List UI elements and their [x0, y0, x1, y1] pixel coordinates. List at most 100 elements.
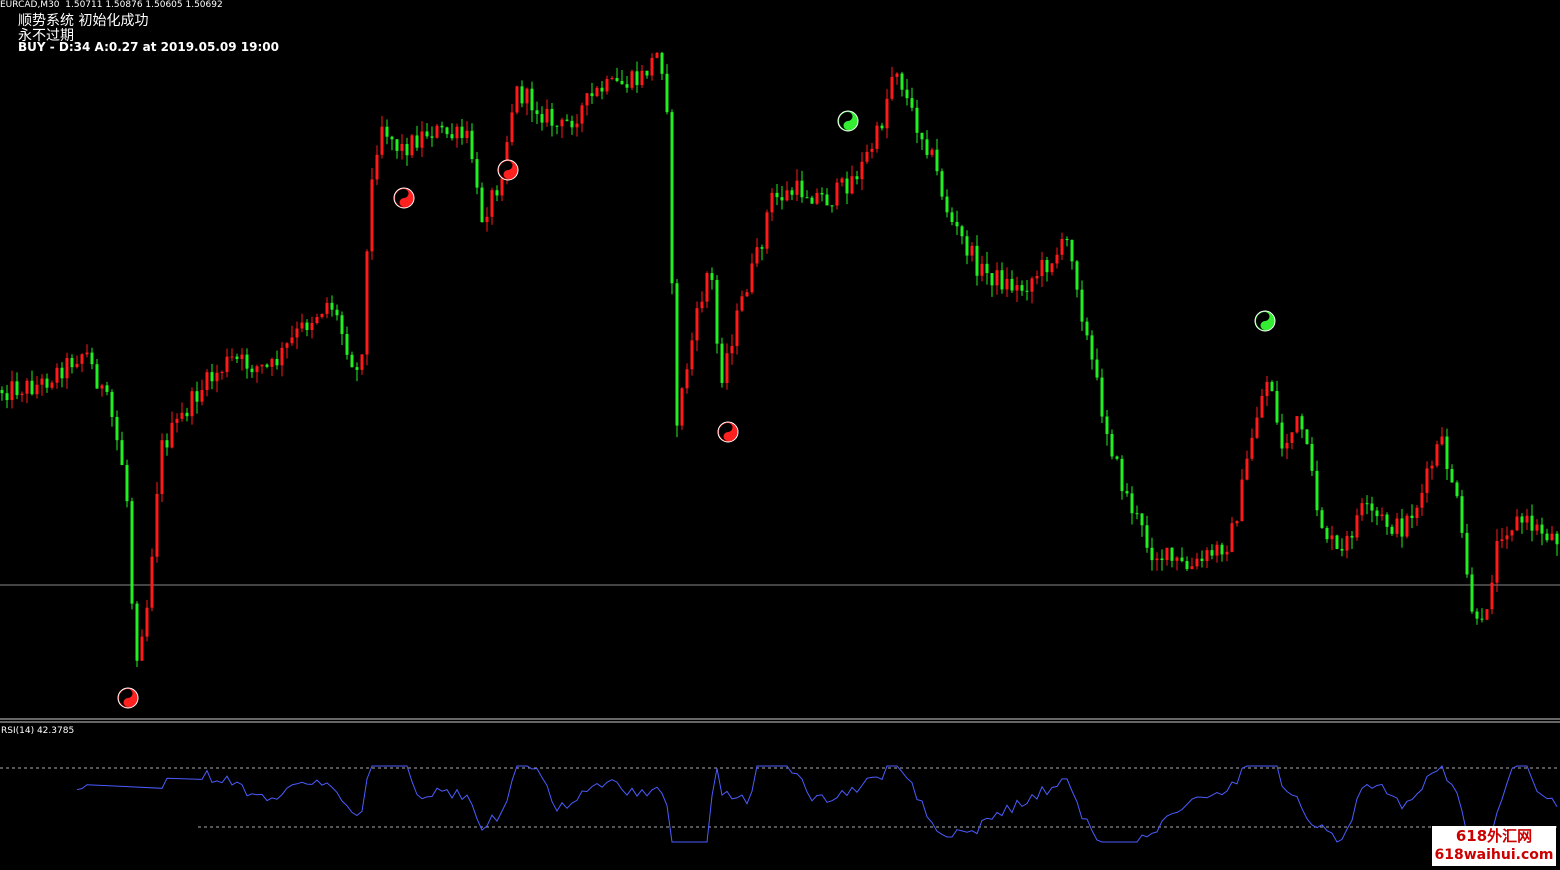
candle-body [1045, 259, 1049, 273]
status-text: 顺势系统 初始化成功 [18, 13, 149, 29]
candle-body [1030, 278, 1034, 292]
candle-body [520, 86, 524, 104]
candle-body [250, 368, 254, 373]
candle-body [1130, 493, 1134, 514]
yin-yang-icon [393, 187, 415, 209]
candle-body [665, 73, 669, 113]
candle-body [860, 161, 864, 180]
candle-body [1415, 507, 1419, 519]
candle-body [1535, 524, 1539, 531]
candle-body [685, 369, 689, 389]
candle-body [1425, 468, 1429, 493]
candle-body [800, 180, 804, 198]
candle-body [340, 315, 344, 334]
candle-body [410, 135, 414, 156]
candle-body [1555, 533, 1559, 545]
candle-body [95, 364, 99, 389]
candle-body [1530, 515, 1534, 531]
candle-body [1260, 395, 1264, 418]
candle-body [60, 367, 64, 379]
candle-body [880, 125, 884, 129]
candle-body [1085, 321, 1089, 336]
candle-body [960, 226, 964, 237]
candle-body [840, 178, 844, 183]
rsi-line [76, 765, 1558, 843]
candle-body [550, 108, 554, 126]
candles [0, 51, 1559, 667]
candle-body [1265, 381, 1269, 396]
candle-body [890, 76, 894, 99]
watermark-url: 618waihui.com [1434, 847, 1554, 863]
candle-body [1280, 422, 1284, 449]
icon-dot [126, 692, 130, 695]
candle-body [1005, 278, 1009, 290]
candle-body [1335, 535, 1339, 549]
candle-body [785, 190, 789, 201]
candle-body [1090, 335, 1094, 360]
candle-body [1210, 550, 1214, 556]
candle-body [1165, 547, 1169, 561]
candle-body [245, 354, 249, 369]
candle-body [1545, 533, 1549, 541]
candle-body [1435, 444, 1439, 466]
candle-body [20, 393, 24, 396]
candle-body [555, 125, 559, 127]
candle-body [315, 317, 319, 324]
candle-body [460, 126, 464, 138]
candle-body [595, 87, 599, 97]
candle-body [660, 52, 664, 74]
candle-body [390, 136, 394, 140]
candle-body [1480, 618, 1484, 620]
candle-body [195, 391, 199, 402]
candle-body [1495, 541, 1499, 583]
candle-body [1025, 290, 1029, 292]
candle-body [835, 182, 839, 206]
candle-body [290, 337, 294, 344]
candle-body [1050, 263, 1054, 273]
candle-body [590, 93, 594, 97]
candle-body [345, 333, 349, 355]
candle-body [1000, 270, 1004, 290]
candle-body [385, 126, 389, 137]
candle-body [970, 245, 974, 256]
candle-body [15, 381, 19, 396]
candle-body [650, 57, 654, 76]
rsi-label: RSI(14) 42.3785 [1, 726, 75, 736]
candle-body [1235, 521, 1239, 524]
candle-body [1550, 533, 1554, 541]
candle-body [900, 73, 904, 90]
candle-body [1490, 582, 1494, 610]
candle-body [980, 263, 984, 276]
candle-body [910, 98, 914, 108]
candle-body [940, 171, 944, 197]
candle-body [1115, 456, 1119, 459]
candle-body [475, 159, 479, 188]
candle-body [235, 356, 239, 360]
candle-body [270, 359, 274, 367]
candle-body [1225, 551, 1229, 555]
candle-body [1475, 611, 1479, 619]
candle-body [1515, 516, 1519, 531]
candle-body [630, 71, 634, 88]
candle-body [465, 130, 469, 138]
candle-body [1350, 535, 1354, 538]
candle-body [500, 178, 504, 196]
candle-body [815, 192, 819, 204]
candle-body [745, 292, 749, 297]
candle-body [380, 126, 384, 155]
candle-body [615, 78, 619, 81]
candle-body [190, 391, 194, 417]
candle-body [450, 134, 454, 139]
candle-body [1340, 548, 1344, 551]
candle-body [770, 192, 774, 213]
candle-body [1100, 377, 1104, 417]
candle-body [1055, 254, 1059, 264]
candle-body [950, 212, 954, 222]
icon-dot [506, 164, 510, 167]
candle-body [305, 322, 309, 331]
candle-body [150, 556, 154, 608]
candle-body [690, 340, 694, 370]
candle-body [430, 136, 434, 138]
candle-body [635, 71, 639, 86]
candle-body [360, 354, 364, 370]
